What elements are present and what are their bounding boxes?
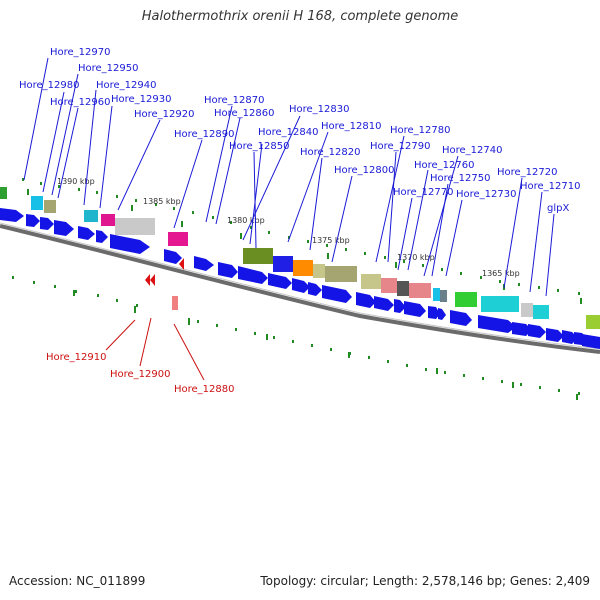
ruler-label: 1390 kbp	[57, 177, 95, 186]
gene-label[interactable]: Hore_12850	[229, 141, 290, 152]
gene-label[interactable]: Hore_12960	[50, 97, 111, 108]
gene-label[interactable]: Hore_12870	[204, 95, 265, 106]
gene-label[interactable]: Hore_12760	[414, 160, 475, 171]
gene-label[interactable]: Hore_12740	[442, 145, 503, 156]
reverse-gene-block	[172, 296, 178, 310]
gene-label[interactable]: Hore_12840	[258, 127, 319, 138]
gene-label[interactable]: Hore_12830	[289, 104, 350, 115]
gene-label[interactable]: Hore_12890	[174, 129, 235, 140]
genome-backbone	[0, 224, 600, 354]
footer-accession: Accession: NC_011899	[9, 574, 146, 588]
gene-label[interactable]: Hore_12940	[96, 80, 157, 91]
feature-blocks	[0, 187, 600, 329]
gene-label[interactable]: Hore_12730	[456, 189, 517, 200]
gene-label[interactable]: Hore_12980	[19, 80, 80, 91]
gene-label[interactable]: Hore_12750	[430, 173, 491, 184]
forward-label-leaders	[23, 57, 555, 297]
page-title: Halothermothrix orenii H 168, complete g…	[141, 9, 459, 24]
gene-label[interactable]: Hore_12930	[111, 94, 172, 105]
gene-label[interactable]: Hore_12720	[497, 167, 558, 178]
reverse-label-leaders	[105, 317, 205, 381]
gene-label[interactable]: Hore_12970	[50, 47, 111, 58]
gene-label[interactable]: Hore_12810	[321, 121, 382, 132]
gene-label[interactable]: Hore_12920	[134, 109, 195, 120]
gene-label[interactable]: Hore_12820	[300, 147, 361, 158]
ruler-label: 1375 kbp	[312, 236, 350, 245]
gene-label[interactable]: Hore_12780	[390, 125, 451, 136]
gene-label[interactable]: Hore_12950	[78, 63, 139, 74]
ruler-label: 1385 kbp	[143, 197, 181, 206]
lower-ruler-ticks	[12, 276, 580, 400]
gene-label[interactable]: Hore_12800	[334, 165, 395, 176]
ruler-label: 1365 kbp	[482, 269, 520, 278]
ruler-label: 1380 kbp	[227, 216, 265, 225]
footer-stats: Topology: circular; Length: 2,578,146 bp…	[260, 574, 590, 588]
gene-label[interactable]: Hore_12790	[370, 141, 431, 152]
gene-label[interactable]: Hore_12710	[520, 181, 581, 192]
gene-label[interactable]: glpX	[547, 203, 569, 214]
ruler-label: 1370 kbp	[397, 253, 435, 262]
red-chevron-icon	[145, 258, 184, 286]
gene-label[interactable]: Hore_12860	[214, 108, 275, 119]
gene-label-reverse[interactable]: Hore_12900	[110, 369, 171, 380]
gene-label[interactable]: Hore_12770	[393, 187, 454, 198]
gene-label-reverse[interactable]: Hore_12880	[174, 384, 235, 395]
gene-label-reverse[interactable]: Hore_12910	[46, 352, 107, 363]
gene-arrows	[0, 208, 600, 349]
